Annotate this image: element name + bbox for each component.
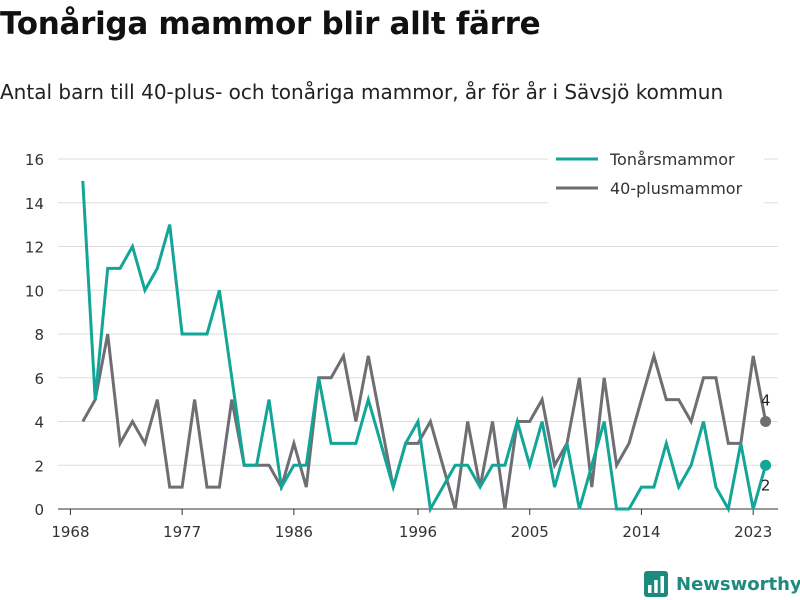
y-tick-label: 2 xyxy=(34,457,44,475)
legend: Tonårsmammor 40-plusmammor xyxy=(548,146,764,204)
y-axis-ticks: 0 2 4 6 8 10 12 14 16 xyxy=(25,151,44,519)
y-tick-label: 10 xyxy=(25,282,44,300)
x-tick-label: 1968 xyxy=(51,523,89,541)
newsworthy-logo: Newsworthy xyxy=(644,570,800,598)
x-tick-label: 1977 xyxy=(163,523,201,541)
end-label-40-plusmammor: 4 xyxy=(761,392,771,410)
series-line-40-plusmammor xyxy=(81,333,768,510)
legend-label-tonarsmammor: Tonårsmammor xyxy=(609,150,735,169)
legend-label-40-plusmammor: 40-plusmammor xyxy=(610,179,743,198)
x-tick-label: 2005 xyxy=(511,523,549,541)
x-tick-label: 1986 xyxy=(275,523,313,541)
x-tick-label: 1996 xyxy=(399,523,437,541)
legend-box xyxy=(548,146,764,204)
chart-title: Tonåriga mammor blir allt färre xyxy=(0,6,541,42)
newsworthy-icon xyxy=(644,571,668,597)
end-point-tonarsmammor xyxy=(760,459,772,471)
y-tick-label: 12 xyxy=(25,239,44,257)
x-tick-label: 2023 xyxy=(734,523,772,541)
end-label-tonarsmammor: 2 xyxy=(761,476,771,494)
y-tick-label: 14 xyxy=(25,195,44,213)
x-axis-ticks: 1968 1977 1986 1996 2005 2014 2023 xyxy=(51,509,772,541)
x-tick-label: 2014 xyxy=(622,523,660,541)
chart-subtitle: Antal barn till 40-plus- och tonåriga ma… xyxy=(0,80,724,104)
y-tick-label: 8 xyxy=(34,326,44,344)
series-group: 42 xyxy=(81,180,772,514)
y-tick-label: 6 xyxy=(34,370,44,388)
series-line-tonarsmammor xyxy=(81,180,768,514)
end-point-40-plusmammor xyxy=(760,416,772,427)
y-tick-label: 16 xyxy=(25,151,44,169)
y-tick-label: 0 xyxy=(34,501,44,519)
y-tick-label: 4 xyxy=(34,414,44,432)
brand-name: Newsworthy xyxy=(676,573,800,595)
